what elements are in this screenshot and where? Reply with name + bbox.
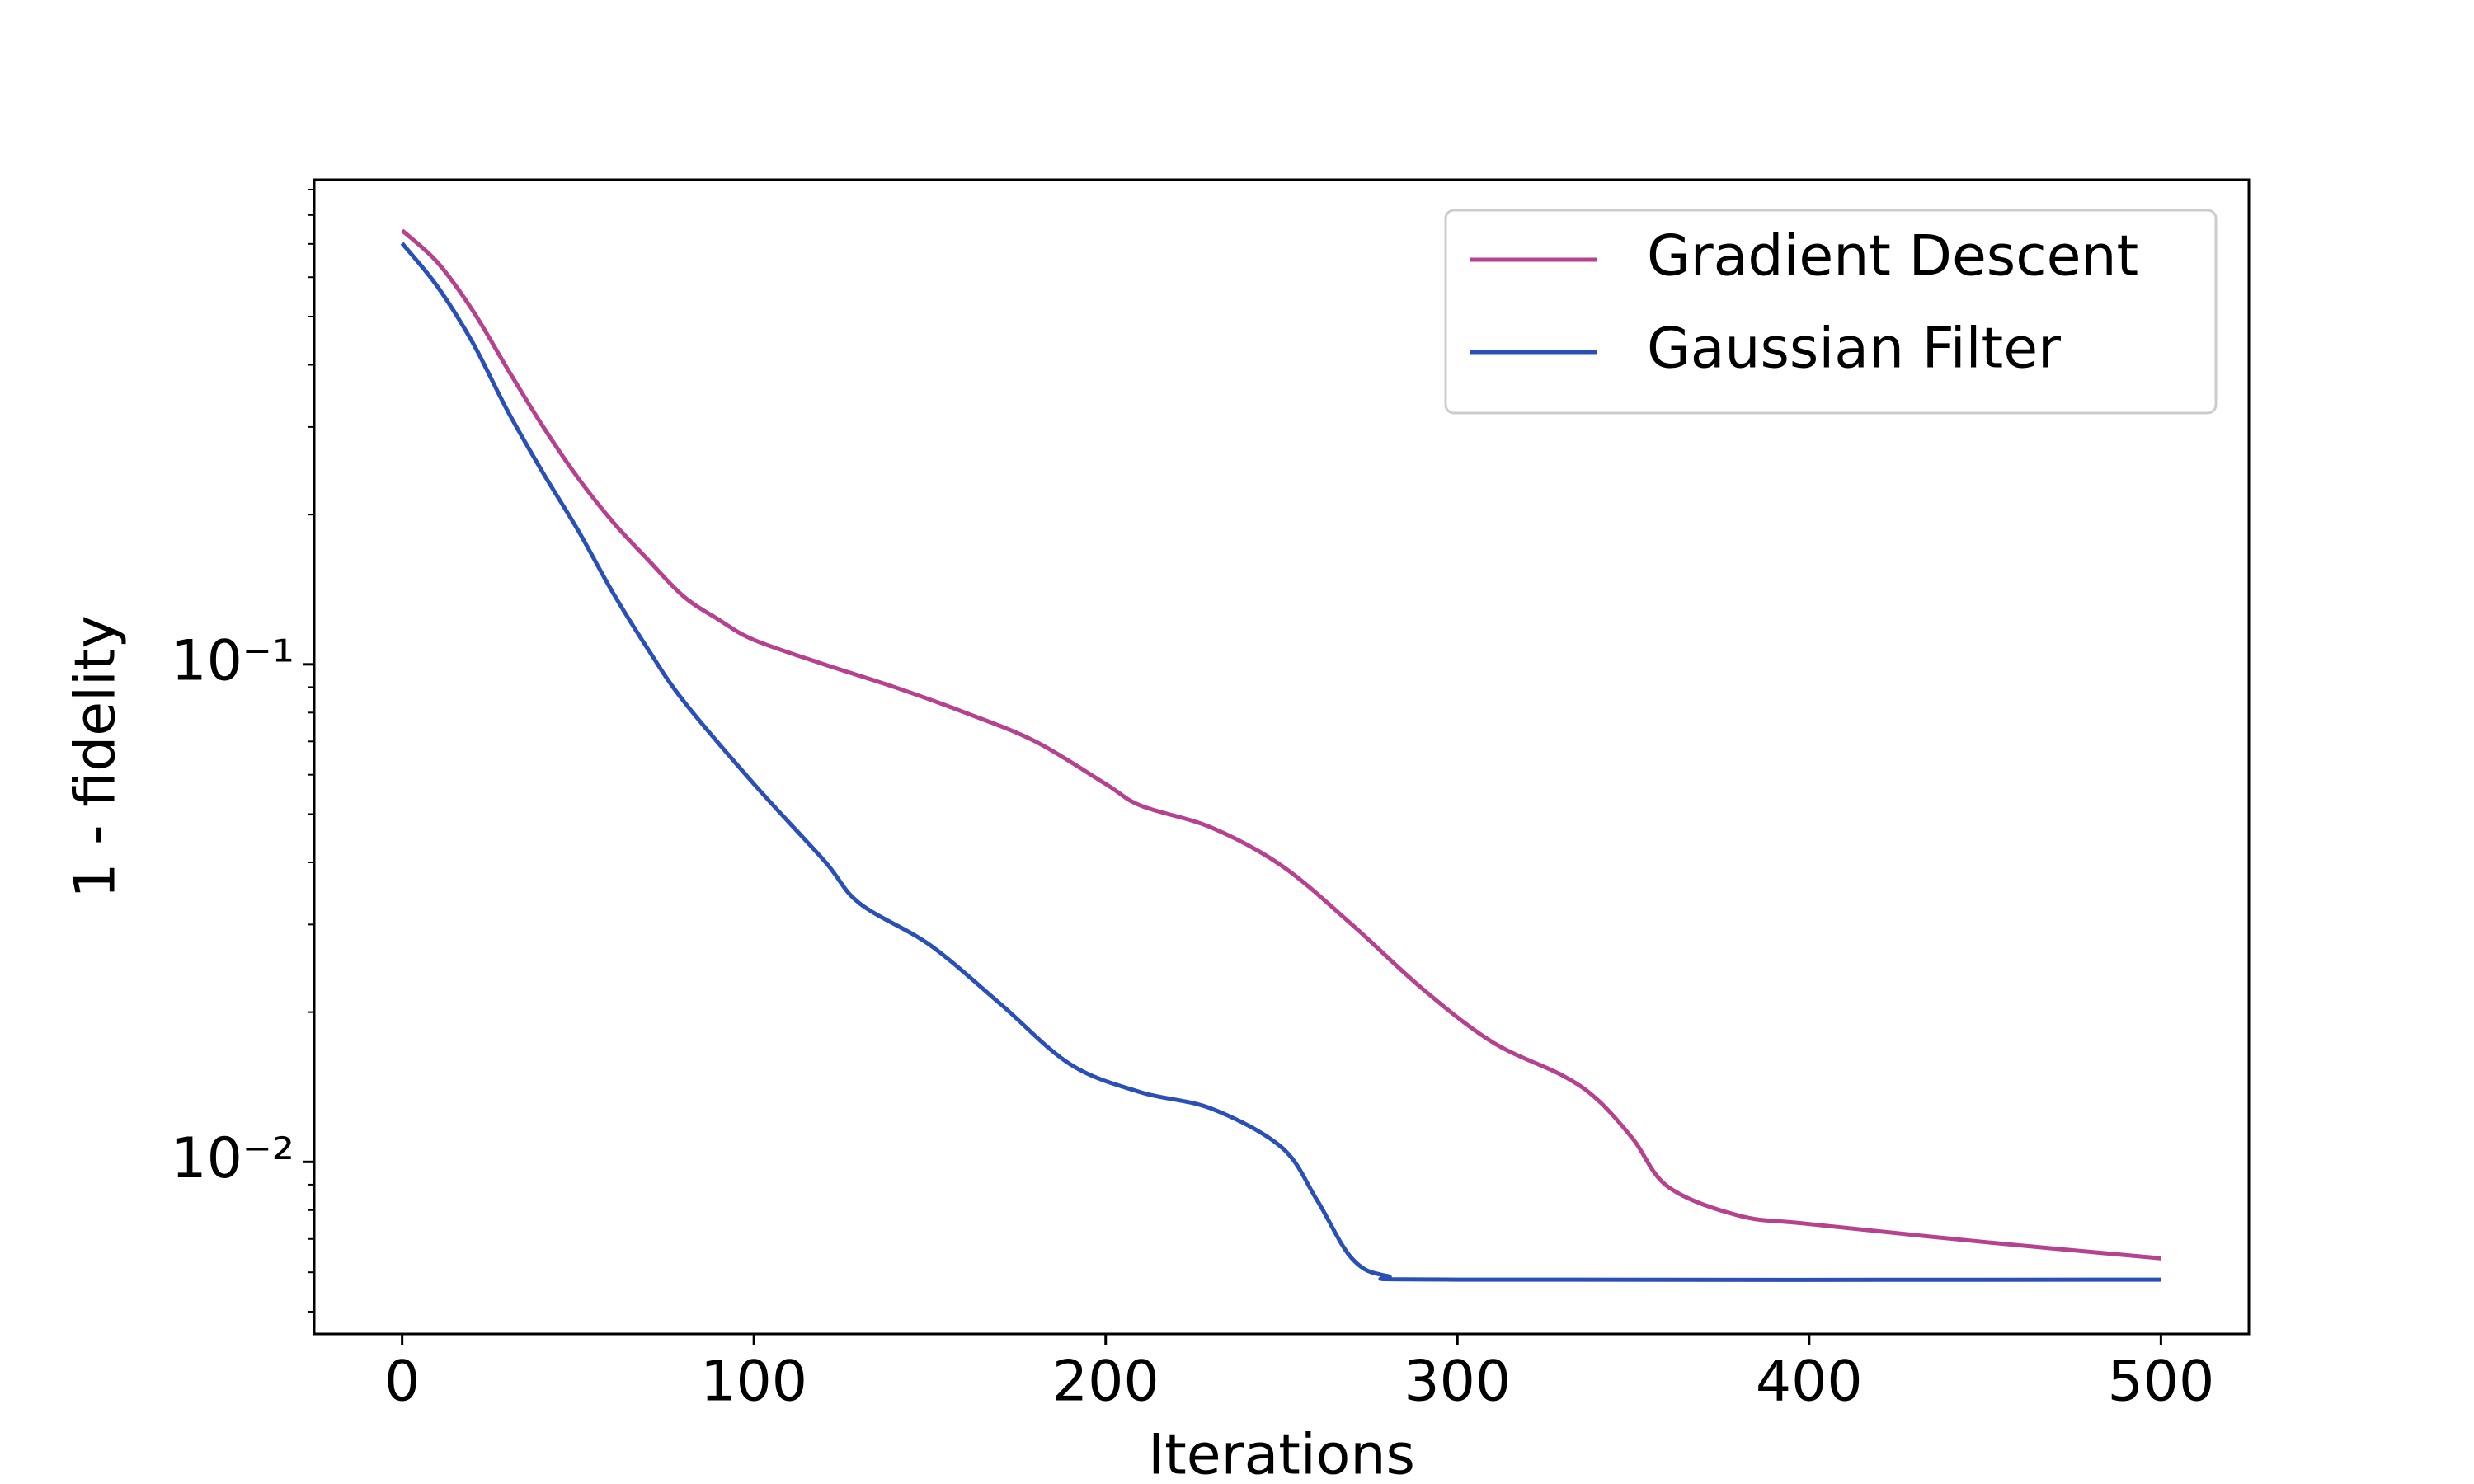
x-tick-label: 200 (1052, 1350, 1159, 1415)
x-tick-label: 100 (700, 1350, 807, 1415)
x-axis-label: Iterations (1148, 1423, 1415, 1484)
x-tick-label: 400 (1756, 1350, 1863, 1415)
legend-label: Gaussian Filter (1647, 317, 2061, 382)
line-series (400, 242, 2161, 1282)
y-axis-label: 1 - fidelity (63, 615, 129, 899)
y-tick-label: 10⁻² (171, 1126, 294, 1191)
y-tick-label: 10⁻¹ (171, 628, 294, 693)
plot-frame (313, 178, 2251, 1336)
x-tick-label: 500 (2107, 1350, 2214, 1415)
x-tick-label: 300 (1404, 1350, 1511, 1415)
legend-box (1444, 209, 2218, 415)
x-tick-label: 0 (384, 1350, 420, 1415)
legend-label: Gradient Descent (1647, 224, 2138, 289)
line-series (400, 228, 2161, 1261)
